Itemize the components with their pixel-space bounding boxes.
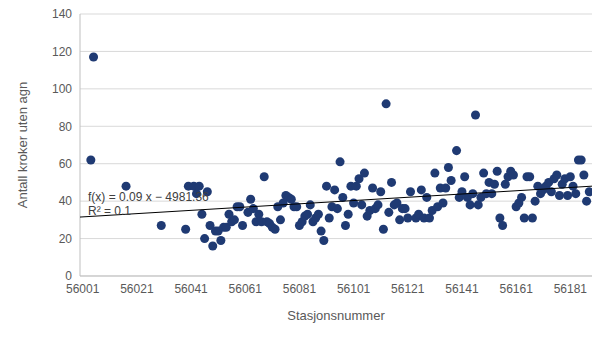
svg-text:Antall kroker uten agn: Antall kroker uten agn <box>15 82 30 208</box>
svg-text:56021: 56021 <box>120 282 154 296</box>
svg-text:56141: 56141 <box>445 282 479 296</box>
svg-text:56081: 56081 <box>283 282 317 296</box>
svg-text:140: 140 <box>52 7 72 21</box>
svg-text:56041: 56041 <box>174 282 208 296</box>
svg-text:Stasjonsnummer: Stasjonsnummer <box>287 308 385 323</box>
svg-text:56061: 56061 <box>229 282 263 296</box>
svg-text:56121: 56121 <box>391 282 425 296</box>
svg-text:56161: 56161 <box>499 282 533 296</box>
svg-text:120: 120 <box>52 45 72 59</box>
svg-text:40: 40 <box>59 194 73 208</box>
svg-text:60: 60 <box>59 157 73 171</box>
svg-text:20: 20 <box>59 232 73 246</box>
html-text:f(x) = 0.09 x − 4981.36: f(x) = 0.09 x − 4981.36 <box>88 190 209 204</box>
svg-text:56181: 56181 <box>554 282 588 296</box>
svg-text:100: 100 <box>52 82 72 96</box>
svg-text:56001: 56001 <box>66 282 100 296</box>
html-text:R² = 0.1: R² = 0.1 <box>88 204 131 218</box>
svg-text:80: 80 <box>59 120 73 134</box>
svg-text:56101: 56101 <box>337 282 371 296</box>
svg-text:0: 0 <box>65 269 72 283</box>
